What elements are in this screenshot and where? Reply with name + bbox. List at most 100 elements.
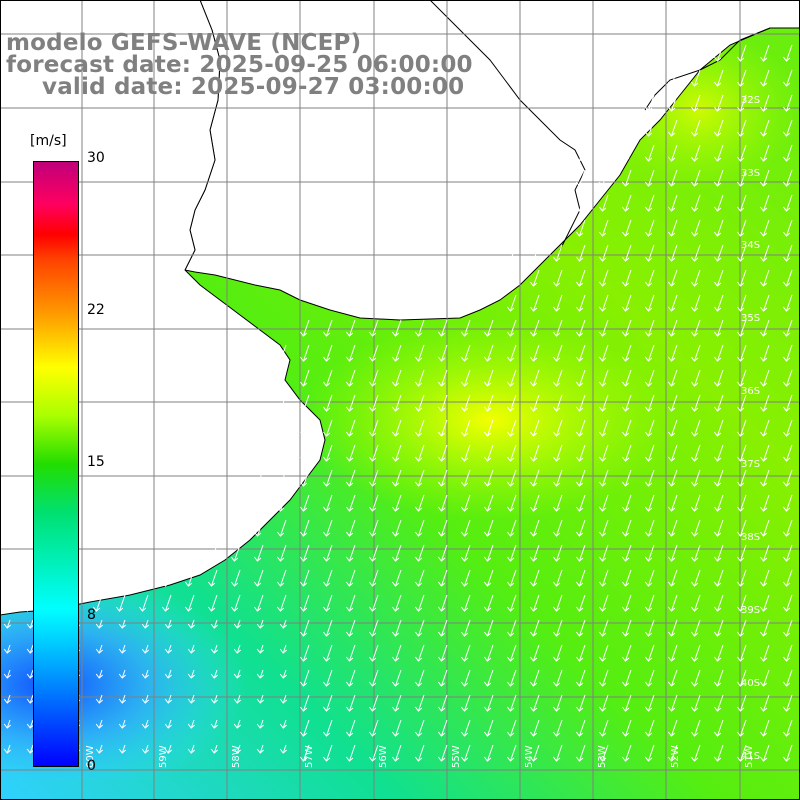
wind-arrow [164, 594, 172, 612]
wind-arrow-head [460, 681, 469, 687]
wind-arrow-head [391, 681, 400, 687]
wind-arrow-head [391, 706, 400, 712]
wind-arrow [716, 744, 724, 762]
wind-arrow-head [668, 506, 676, 512]
wind-arrow-head [783, 581, 791, 587]
wind-arrow-head [599, 506, 607, 512]
wind-arrow-head [645, 481, 653, 487]
wind-arrow-head [599, 631, 607, 637]
wind-arrow [693, 94, 701, 112]
wind-arrow-head [345, 631, 354, 637]
wind-arrow [371, 419, 379, 437]
wind-arrow [647, 69, 655, 87]
wind-arrow-head [599, 756, 607, 762]
wind-arrow-head [483, 556, 492, 562]
wind-arrow [647, 219, 655, 237]
wind-arrow [785, 44, 793, 62]
wind-arrow-head [483, 756, 492, 762]
wind-arrow-head [622, 456, 630, 462]
wind-arrow [532, 294, 540, 312]
wind-arrow-head [760, 756, 768, 762]
wind-arrow [302, 444, 310, 462]
lon-label: 58W [231, 745, 242, 768]
wind-arrow-head [645, 756, 653, 762]
wind-arrow [739, 494, 747, 512]
wind-arrow [325, 344, 333, 362]
wind-arrow [601, 194, 609, 212]
wind-arrow [716, 569, 724, 587]
wind-arrow-head [233, 623, 242, 629]
wind-arrow [693, 144, 701, 162]
wind-arrow-head [299, 381, 308, 387]
wind-arrow-head [691, 81, 699, 87]
wind-arrow [785, 744, 793, 762]
wind-arrow-head [760, 431, 768, 437]
wind-arrow-head [645, 331, 653, 337]
wind-arrow [624, 744, 632, 762]
wind-arrow-head [645, 531, 653, 537]
wind-arrow [259, 744, 264, 754]
wind-arrow [624, 219, 632, 237]
wind-arrow-head [599, 331, 607, 337]
wind-arrow-head [483, 331, 492, 337]
wind-arrow-head [368, 381, 377, 387]
wind-arrow-head [506, 481, 515, 487]
wind-arrow-head [414, 556, 423, 562]
wind-arrow [762, 694, 770, 712]
wind-arrow-head [322, 356, 331, 362]
wind-arrow [233, 519, 241, 537]
wind-arrow [762, 419, 770, 437]
wind-arrow [578, 544, 586, 562]
wind-arrow-head [3, 748, 12, 754]
wind-arrow [302, 644, 310, 662]
wind-arrow [532, 744, 540, 762]
wind-arrow [578, 444, 586, 462]
wind-arrow-head [553, 281, 561, 287]
wind-arrow-head [506, 506, 515, 512]
wind-arrow [762, 269, 770, 287]
wind-arrow-head [164, 623, 173, 629]
wind-arrow-head [530, 281, 538, 287]
wind-arrow [762, 644, 770, 662]
wind-arrow-head [23, 606, 32, 612]
wind-arrow [716, 519, 724, 537]
wind-arrow [98, 719, 103, 729]
wind-arrow [210, 544, 218, 562]
wind-arrow [647, 594, 655, 612]
wind-arrow-head [118, 723, 127, 729]
wind-arrow-head [622, 381, 630, 387]
wind-arrow-head [691, 556, 699, 562]
lat-label: 33S [741, 168, 761, 179]
wind-arrow-head [345, 556, 354, 562]
wind-arrow [739, 369, 747, 387]
wind-arrow [302, 594, 310, 612]
wind-arrow-head [230, 581, 239, 587]
wind-arrow-head [118, 698, 127, 704]
wind-arrow-head [737, 156, 745, 162]
wind-arrow-head [714, 531, 722, 537]
wind-arrow-head [691, 131, 699, 137]
wind-arrow-head [460, 731, 469, 737]
wind-arrow-head [760, 156, 768, 162]
wind-arrow-head [345, 681, 354, 687]
wind-arrow [348, 319, 356, 337]
wind-arrow [624, 344, 632, 362]
wind-arrow-head [256, 673, 265, 679]
wind-arrow [762, 44, 770, 62]
wind-arrow [417, 744, 425, 762]
wind-arrow-head [368, 556, 377, 562]
wind-arrow [601, 394, 609, 412]
wind-arrow [532, 419, 540, 437]
wind-arrow-head [437, 406, 446, 412]
wind-arrow-head [737, 106, 745, 112]
wind-arrow [624, 394, 632, 412]
wind-arrow-head [760, 281, 768, 287]
wind-arrow [463, 344, 471, 362]
wind-arrow-head [253, 581, 262, 587]
wind-arrow [302, 319, 310, 337]
wind-arrow [463, 444, 471, 462]
wind-arrow-head [322, 481, 331, 487]
wind-arrow-head [391, 581, 400, 587]
wind-arrow [210, 569, 218, 587]
wind-arrow-head [437, 706, 446, 712]
